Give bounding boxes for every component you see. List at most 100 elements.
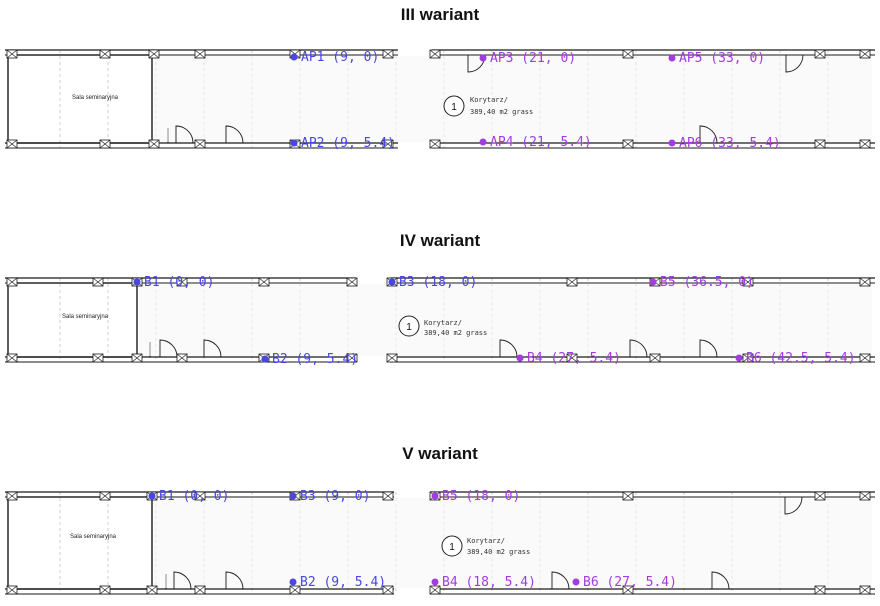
column-cross — [566, 277, 578, 287]
column-cross — [6, 139, 18, 149]
access-point-label: B2 (9, 5.4) — [272, 352, 358, 367]
door-swing — [551, 571, 570, 590]
access-point-marker[interactable] — [431, 492, 439, 500]
door-swing — [173, 571, 192, 590]
door-swing — [499, 339, 518, 358]
seminar-room-wall — [7, 282, 138, 358]
access-point-marker[interactable] — [649, 278, 657, 286]
access-point-label: B4 (27, 5.4) — [527, 351, 621, 366]
column-cross — [99, 49, 111, 59]
access-point-label: B3 (18, 0) — [399, 275, 477, 290]
access-point-marker[interactable] — [289, 578, 297, 586]
column-cross — [176, 353, 188, 363]
column-cross — [99, 491, 111, 501]
column-cross — [6, 353, 18, 363]
column-cross — [742, 353, 754, 363]
access-point-marker[interactable] — [290, 139, 298, 147]
access-point-label: B4 (18, 5.4) — [442, 575, 536, 590]
access-point-label: AP5 (33, 0) — [679, 51, 765, 66]
room-note-line1: Korytarz/ — [467, 537, 505, 545]
access-point-marker[interactable] — [479, 54, 487, 62]
access-point-label: AP4 (21, 5.4) — [490, 135, 592, 150]
access-point-marker[interactable] — [388, 278, 396, 286]
column-cross — [566, 353, 578, 363]
column-cross — [6, 49, 18, 59]
column-cross — [622, 139, 634, 149]
access-point-label: AP6 (33, 5.4) — [679, 136, 781, 151]
column-cross — [859, 277, 871, 287]
column-cross — [148, 49, 160, 59]
column-cross — [148, 139, 160, 149]
access-point-label: AP3 (21, 0) — [490, 51, 576, 66]
access-point-marker[interactable] — [668, 54, 676, 62]
access-point-marker[interactable] — [668, 139, 676, 147]
column-cross — [429, 585, 441, 595]
door-swing — [699, 339, 718, 358]
access-point-marker[interactable] — [261, 355, 269, 363]
access-point-label: AP1 (9, 0) — [301, 50, 379, 65]
access-point-marker[interactable] — [735, 354, 743, 362]
floor-plan-variant-4: Sala seminaryjna 1 Korytarz/ 389,40 m2 g… — [0, 270, 880, 370]
room-number: 1 — [451, 102, 457, 113]
access-point-label: B5 (36.5, 0) — [660, 275, 754, 290]
access-point-marker[interactable] — [479, 138, 487, 146]
door-swing — [225, 125, 244, 144]
corridor-area — [154, 498, 872, 588]
door-swing — [203, 339, 222, 358]
room-number-circle — [443, 95, 465, 117]
column-cross — [92, 353, 104, 363]
seminar-room-wall — [7, 496, 153, 590]
access-point-label: B2 (9, 5.4) — [300, 575, 386, 590]
column-cross — [6, 277, 18, 287]
door-swing — [711, 571, 730, 590]
door-swing — [175, 125, 194, 144]
column-cross — [194, 585, 206, 595]
room-label: Sala seminaryjna — [70, 534, 117, 540]
variant-3-title: III wariant — [400, 5, 480, 24]
access-point-marker[interactable] — [133, 278, 141, 286]
access-point-label: B1 (0, 0) — [144, 275, 214, 290]
access-point-label: B6 (42.5, 5.4) — [746, 351, 856, 366]
access-point-marker[interactable] — [289, 492, 297, 500]
column-cross — [346, 277, 358, 287]
access-point-marker[interactable] — [431, 578, 439, 586]
column-cross — [6, 491, 18, 501]
room-number-circle — [441, 535, 463, 557]
column-cross — [859, 139, 871, 149]
column-cross — [859, 49, 871, 59]
column-cross — [146, 585, 158, 595]
column-cross — [429, 49, 441, 59]
access-point-marker[interactable] — [572, 578, 580, 586]
floor-plan-variant-5: Sala seminaryjna 1 Korytarz/ 389,40 m2 g… — [0, 486, 880, 606]
column-cross — [131, 353, 143, 363]
column-cross — [649, 353, 661, 363]
column-cross — [814, 491, 826, 501]
column-cross — [859, 491, 871, 501]
access-point-marker[interactable] — [516, 354, 524, 362]
room-number: 1 — [449, 542, 455, 553]
column-cross — [194, 139, 206, 149]
access-point-marker[interactable] — [148, 492, 156, 500]
column-cross — [382, 139, 394, 149]
door-swing — [629, 339, 648, 358]
column-cross — [194, 491, 206, 501]
column-cross — [742, 277, 754, 287]
room-label: Sala seminaryjna — [72, 95, 119, 101]
column-cross — [622, 491, 634, 501]
column-cross — [814, 585, 826, 595]
room-note-line2: 389,40 m2 grass — [470, 108, 533, 116]
access-point-label: B5 (18, 0) — [442, 489, 520, 504]
corridor-area — [139, 284, 872, 356]
room-note-line1: Korytarz/ — [470, 96, 508, 104]
variant-5-title: V wariant — [402, 444, 478, 463]
floor-plan-variant-3: Sala seminaryjna 1 Korytarz/ 389,40 m2 g… — [0, 44, 880, 162]
access-point-marker[interactable] — [290, 53, 298, 61]
seminar-room-wall — [7, 54, 153, 144]
door-swing — [785, 54, 804, 73]
room-number: 1 — [406, 322, 412, 333]
door-swing — [159, 339, 178, 358]
column-cross — [814, 49, 826, 59]
corridor-area — [154, 56, 872, 142]
column-cross — [859, 353, 871, 363]
room-label: Sala seminaryjna — [62, 314, 109, 320]
